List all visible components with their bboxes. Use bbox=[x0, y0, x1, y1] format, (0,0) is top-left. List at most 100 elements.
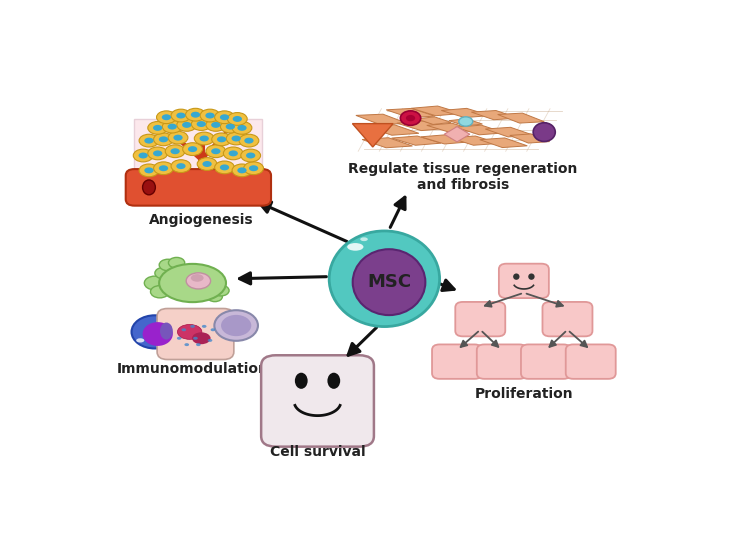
Polygon shape bbox=[427, 123, 476, 132]
FancyBboxPatch shape bbox=[432, 344, 482, 379]
Ellipse shape bbox=[232, 136, 241, 141]
Ellipse shape bbox=[237, 167, 247, 173]
Ellipse shape bbox=[244, 162, 263, 174]
Ellipse shape bbox=[232, 164, 252, 177]
Ellipse shape bbox=[144, 167, 154, 173]
Ellipse shape bbox=[360, 237, 368, 241]
FancyBboxPatch shape bbox=[134, 119, 262, 204]
Ellipse shape bbox=[196, 121, 206, 127]
Ellipse shape bbox=[459, 117, 472, 126]
Ellipse shape bbox=[206, 119, 226, 131]
Ellipse shape bbox=[200, 136, 208, 141]
Ellipse shape bbox=[157, 111, 176, 124]
Ellipse shape bbox=[162, 114, 171, 120]
Polygon shape bbox=[471, 110, 518, 120]
Polygon shape bbox=[386, 108, 435, 118]
Ellipse shape bbox=[184, 343, 189, 346]
Ellipse shape bbox=[206, 113, 214, 119]
Ellipse shape bbox=[220, 164, 230, 171]
Ellipse shape bbox=[220, 114, 230, 120]
Polygon shape bbox=[480, 138, 527, 147]
Ellipse shape bbox=[191, 118, 211, 130]
Ellipse shape bbox=[188, 146, 197, 152]
Polygon shape bbox=[449, 119, 482, 126]
Ellipse shape bbox=[237, 125, 247, 131]
Ellipse shape bbox=[154, 267, 172, 279]
Ellipse shape bbox=[224, 147, 243, 160]
Polygon shape bbox=[455, 125, 505, 135]
Ellipse shape bbox=[167, 124, 177, 130]
Ellipse shape bbox=[221, 315, 251, 336]
Ellipse shape bbox=[176, 113, 185, 119]
Ellipse shape bbox=[169, 257, 184, 268]
Ellipse shape bbox=[134, 149, 153, 162]
FancyBboxPatch shape bbox=[455, 302, 506, 336]
Polygon shape bbox=[485, 128, 533, 137]
Text: Cell survival: Cell survival bbox=[270, 444, 365, 459]
Ellipse shape bbox=[214, 310, 258, 341]
Polygon shape bbox=[441, 108, 491, 118]
Ellipse shape bbox=[182, 328, 186, 331]
Ellipse shape bbox=[159, 259, 176, 270]
Ellipse shape bbox=[232, 116, 242, 122]
FancyBboxPatch shape bbox=[542, 302, 592, 336]
Ellipse shape bbox=[176, 163, 185, 169]
Ellipse shape bbox=[160, 322, 172, 339]
Ellipse shape bbox=[142, 180, 155, 195]
Ellipse shape bbox=[194, 132, 214, 145]
Ellipse shape bbox=[165, 145, 185, 158]
Ellipse shape bbox=[202, 161, 211, 167]
Ellipse shape bbox=[162, 120, 182, 133]
Ellipse shape bbox=[533, 123, 555, 141]
Polygon shape bbox=[421, 135, 470, 144]
Ellipse shape bbox=[528, 273, 535, 280]
Ellipse shape bbox=[208, 339, 212, 342]
Ellipse shape bbox=[406, 115, 416, 121]
Ellipse shape bbox=[142, 322, 172, 346]
Ellipse shape bbox=[170, 148, 180, 154]
Ellipse shape bbox=[154, 162, 173, 174]
FancyBboxPatch shape bbox=[566, 344, 616, 379]
Ellipse shape bbox=[144, 137, 154, 144]
Ellipse shape bbox=[153, 150, 162, 156]
Ellipse shape bbox=[211, 328, 215, 331]
Text: MSC: MSC bbox=[367, 273, 411, 291]
Polygon shape bbox=[411, 106, 462, 116]
Ellipse shape bbox=[178, 325, 202, 339]
Ellipse shape bbox=[239, 134, 259, 147]
Ellipse shape bbox=[190, 274, 203, 282]
Ellipse shape bbox=[217, 136, 226, 142]
Ellipse shape bbox=[136, 338, 144, 342]
Ellipse shape bbox=[229, 150, 238, 156]
Polygon shape bbox=[368, 125, 419, 135]
Ellipse shape bbox=[177, 337, 182, 339]
Ellipse shape bbox=[159, 264, 226, 302]
Polygon shape bbox=[444, 126, 470, 142]
Ellipse shape bbox=[232, 121, 252, 134]
Ellipse shape bbox=[182, 122, 191, 128]
FancyBboxPatch shape bbox=[157, 309, 234, 359]
Ellipse shape bbox=[214, 111, 235, 124]
Ellipse shape bbox=[148, 147, 167, 160]
Ellipse shape bbox=[190, 112, 200, 118]
Ellipse shape bbox=[183, 143, 203, 156]
Ellipse shape bbox=[139, 134, 159, 147]
Polygon shape bbox=[362, 138, 413, 148]
Ellipse shape bbox=[211, 133, 232, 146]
Ellipse shape bbox=[185, 108, 206, 121]
Ellipse shape bbox=[226, 124, 235, 130]
Ellipse shape bbox=[227, 113, 248, 125]
Ellipse shape bbox=[153, 125, 162, 131]
Text: Regulate tissue regeneration
and fibrosis: Regulate tissue regeneration and fibrosi… bbox=[348, 162, 578, 192]
Ellipse shape bbox=[400, 111, 421, 125]
Ellipse shape bbox=[168, 131, 188, 144]
Ellipse shape bbox=[207, 291, 223, 301]
Text: Immunomodulation: Immunomodulation bbox=[117, 362, 268, 376]
Ellipse shape bbox=[249, 165, 258, 171]
Ellipse shape bbox=[192, 332, 211, 344]
Ellipse shape bbox=[159, 165, 168, 171]
Ellipse shape bbox=[206, 145, 226, 158]
Ellipse shape bbox=[194, 337, 198, 339]
Ellipse shape bbox=[171, 109, 190, 122]
Polygon shape bbox=[352, 124, 393, 147]
